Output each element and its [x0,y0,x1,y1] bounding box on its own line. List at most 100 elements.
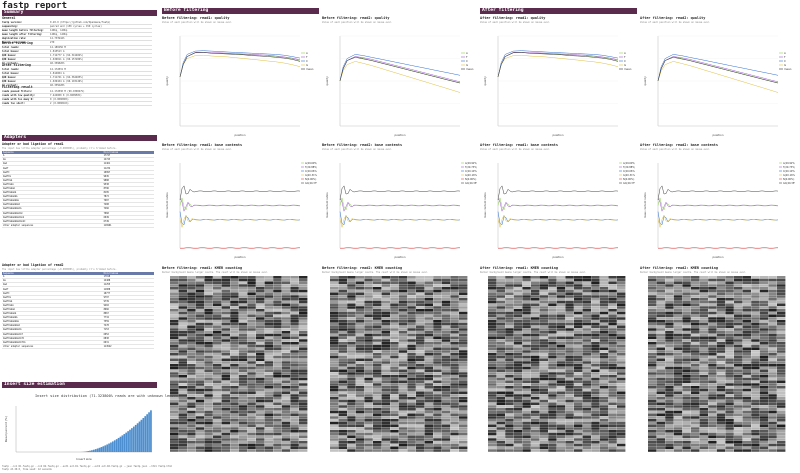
kmer-cell [433,320,442,323]
base-content-chart[interactable]: A(29.92%)T(29.73%)C(20.19%)G(20.16%)N(0.… [640,153,795,263]
kmer-cell [556,339,566,342]
kmer-cell [424,325,433,329]
kmer-cell [187,438,196,441]
kmer-cell [513,347,523,351]
kmer-cell [691,328,700,331]
kmer-cell [178,419,187,422]
kmer-cell [716,284,726,287]
kmer-cell [441,333,451,337]
kmer-cell [281,325,291,329]
kmer-cell [364,276,373,279]
kmer-cell [290,405,299,408]
kmer-cell [355,322,365,326]
kmer-cell [330,399,339,403]
kmer-heatmap[interactable] [162,276,314,458]
kmer-cell [488,278,497,282]
kmer-cell [407,375,416,378]
kmer-cell [230,347,239,351]
kmer-cell [556,289,566,293]
kmer-cell [187,295,196,298]
kmer-cell [656,347,665,351]
kmer-cell [170,388,179,392]
kmer-cell [381,303,390,307]
kmer-cell [617,402,626,406]
kmer-cell [230,325,239,329]
kmer-cell [230,320,239,323]
kmer-cell [424,386,433,389]
kmer-cell [565,278,574,282]
kmer-cell [496,377,505,381]
kmer-heatmap[interactable] [640,276,792,458]
kmer-cell [204,446,213,450]
kmer-cell [238,350,248,353]
kmer-cell [617,369,626,373]
kmer-cell [424,432,433,436]
kmer-cell [777,402,786,406]
kmer-cell [273,350,282,353]
kmer-cell [450,380,459,384]
quality-line-A [179,52,301,77]
before-section-header[interactable]: Before filtering [162,8,319,14]
kmer-cell [565,347,574,351]
kmer-cell [591,347,600,351]
kmer-cell [548,320,557,323]
kmer-cell [330,311,339,315]
kmer-cell [178,322,187,326]
kmer-cell [170,386,179,389]
kmer-cell [777,344,786,348]
kmer-cell [768,281,777,285]
insert-section-header[interactable]: Insert size estimation [2,382,157,388]
kmer-cell [673,350,683,353]
y-axis-label: quality [165,76,169,86]
base-content-chart[interactable]: A(29.92%)T(29.73%)C(20.19%)G(20.16%)N(0.… [322,153,477,263]
kmer-cell [247,353,256,356]
kmer-cell [170,295,179,298]
kmer-cell [330,438,339,441]
kmer-cell [574,355,583,359]
kmer-cell [355,432,365,436]
kmer-cell [459,427,468,430]
kmer-cell [450,364,459,367]
kmer-cell [433,405,442,408]
kmer-cell [204,377,213,381]
base-content-chart[interactable]: A(29.69%)T(29.88%)C(20.06%)G(20.31%)N(0.… [480,153,635,263]
kmer-cell [691,300,700,304]
kmer-cell [347,391,356,395]
kmer-cell [178,435,187,439]
kmer-cell [264,399,273,403]
kmer-cell [238,331,248,334]
kmer-cell [230,328,239,331]
kmer-cell [582,314,591,318]
kmer-cell [734,377,743,381]
kmer-cell [716,355,726,359]
kmer-cell [450,419,459,422]
kmer-cell [441,419,451,422]
kmer-cell [759,443,769,447]
kmer-cell [608,427,617,430]
kmer-cell [488,399,497,403]
kmer-cell [187,430,196,433]
kmer-cell [488,355,497,359]
kmer-heatmap[interactable] [480,276,632,458]
kmer-cell [170,284,179,287]
kmer-cell [505,276,514,279]
kmer-cell [708,402,717,406]
kmer-cell [347,432,356,436]
kmer-cell [221,432,230,436]
kmer-cell [416,284,425,287]
adapters-section-header[interactable]: Adapters [2,135,157,141]
after-section-header[interactable]: After filtering [480,8,637,14]
kmer-cell [682,325,691,329]
table-cell: AG [2,157,103,163]
kmer-cell [424,405,433,408]
kmer-cell [230,383,239,386]
kmer-cell [582,391,591,395]
summary-section-header[interactable]: Summary [2,10,157,16]
base-content-chart[interactable]: A(29.69%)T(29.88%)C(20.06%)G(20.31%)N(0.… [162,153,317,263]
kmer-heatmap[interactable] [322,276,474,458]
